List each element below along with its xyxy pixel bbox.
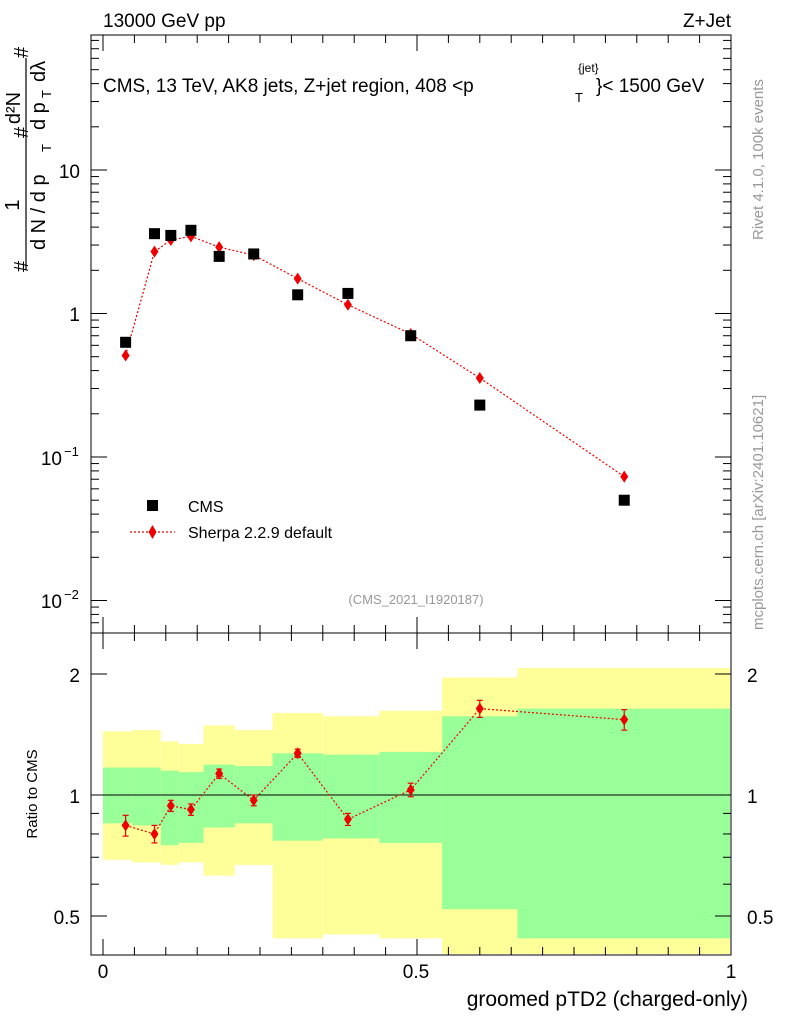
- ratio-y-tick-2-right: 2: [747, 666, 758, 687]
- ylabel-hash-3: #: [11, 46, 33, 58]
- data-point: [148, 228, 160, 240]
- main-y-tick-labels: 10 1 10 −1 10 −2: [41, 162, 80, 613]
- legend-mc-marker: [148, 525, 157, 539]
- main-y-tick-0.1-exp: −1: [64, 444, 79, 459]
- rivet-label: Rivet 4.1.0, 100k events: [750, 79, 767, 240]
- legend-mc-label: Sherpa 2.2.9 default: [188, 525, 333, 542]
- collision-label: 13000 GeV pp: [103, 11, 226, 32]
- main-data-series: [120, 224, 630, 506]
- ratio-mc-point: [121, 819, 130, 832]
- ratio-mc-point: [249, 794, 258, 807]
- x-tick-1: 1: [726, 962, 737, 983]
- ratio-band-inner-10: [517, 708, 730, 939]
- mc-point: [620, 470, 629, 483]
- ratio-y-axis-title: Ratio to CMS: [24, 749, 41, 838]
- ratio-band-inner-6: [272, 753, 323, 841]
- main-y-tick-0.1: 10: [41, 449, 62, 470]
- analysis-title-main: CMS, 13 TeV, AK8 jets, Z+jet region, 408…: [103, 76, 474, 97]
- ratio-mc-point: [186, 803, 195, 816]
- ratio-y-tick-2-left: 2: [69, 666, 80, 687]
- ratio-mc-point: [343, 813, 352, 826]
- analysis-title: CMS, 13 TeV, AK8 jets, Z+jet region, 408…: [103, 61, 705, 105]
- ylabel-one: 1: [2, 199, 24, 210]
- mc-line: [125, 235, 625, 478]
- main-y-tick-10: 10: [59, 162, 80, 183]
- main-mc-series: [121, 230, 629, 483]
- ratio-mc-point: [406, 783, 415, 796]
- analysis-title-sub: T: [575, 90, 583, 105]
- ratio-mc-point: [475, 702, 484, 715]
- x-tick-labels: 0 0.5 1: [98, 962, 737, 983]
- main-y-tick-1: 1: [69, 305, 80, 326]
- ratio-mc-point: [293, 747, 302, 760]
- ratio-y-tick-1-left: 1: [69, 787, 80, 808]
- data-point: [213, 250, 225, 262]
- data-point: [120, 336, 132, 348]
- main-y-axis-title: # 1 d N / d p T # d²N d p T dλ #: [2, 46, 54, 272]
- ylabel-t-sub: T: [39, 144, 54, 152]
- ratio-bands: [103, 667, 730, 954]
- ratio-band-inner-1: [131, 767, 161, 826]
- ylabel-dp: d p: [28, 102, 50, 130]
- legend-data-marker: [147, 500, 158, 511]
- main-y-tick-0.01-exp: −2: [64, 587, 79, 602]
- data-point: [342, 287, 354, 299]
- analysis-title-sup: {jet}: [578, 61, 599, 75]
- x-tick-0.5: 0.5: [403, 962, 429, 983]
- data-point: [405, 330, 417, 342]
- data-point: [474, 399, 486, 411]
- mc-point: [121, 349, 130, 362]
- process-label: Z+Jet: [683, 11, 732, 32]
- data-point: [165, 229, 177, 241]
- ratio-y-tick-1-right: 1: [747, 787, 758, 808]
- legend-data-label: CMS: [188, 499, 224, 516]
- main-y-tick-0.01: 10: [41, 592, 62, 613]
- mc-point: [150, 245, 159, 258]
- x-axis-title: groomed pTD2 (charged-only): [467, 988, 748, 1011]
- ylabel-hash-2: #: [11, 126, 33, 138]
- ratio-band-inner-8: [379, 751, 443, 843]
- analysis-title-tail: }< 1500 GeV: [596, 76, 705, 97]
- mc-point: [343, 298, 352, 311]
- data-point: [618, 494, 630, 506]
- ratio-y-tick-labels: 2 1 0.5 2 1 0.5: [54, 666, 774, 929]
- ratio-y-tick-0.5-right: 0.5: [747, 908, 773, 929]
- ylabel-d2n: d²N: [3, 92, 25, 124]
- ratio-band-inner-7: [322, 754, 380, 839]
- legend: CMS Sherpa 2.2.9 default: [130, 499, 333, 542]
- ylabel-dlambda: dλ: [28, 61, 50, 82]
- ratio-mc-point: [166, 799, 175, 812]
- ratio-mc-point: [620, 713, 629, 726]
- ratio-panel-frame: [90, 632, 732, 956]
- data-point: [185, 224, 197, 236]
- ylabel-dn-dpt: d N / d p: [28, 174, 50, 250]
- axis-ticks: [91, 35, 732, 955]
- ratio-mc-series: [121, 699, 629, 844]
- mc-point: [475, 372, 484, 385]
- ratio-mc-point: [215, 767, 224, 780]
- data-point: [248, 248, 260, 260]
- mc-point: [215, 241, 224, 254]
- ratio-y-tick-0.5-left: 0.5: [54, 908, 80, 929]
- analysis-watermark: (CMS_2021_I1920187): [348, 592, 483, 607]
- ylabel-hash: #: [11, 260, 33, 272]
- mc-point: [293, 272, 302, 285]
- x-tick-0: 0: [98, 962, 109, 983]
- ratio-mc-point: [150, 827, 159, 840]
- ylabel-t-sub-2: T: [39, 90, 54, 98]
- mcplots-label: mcplots.cern.ch [arXiv:2401.10621]: [750, 395, 767, 630]
- data-point: [292, 289, 304, 301]
- ratio-band-inner-9: [442, 716, 518, 910]
